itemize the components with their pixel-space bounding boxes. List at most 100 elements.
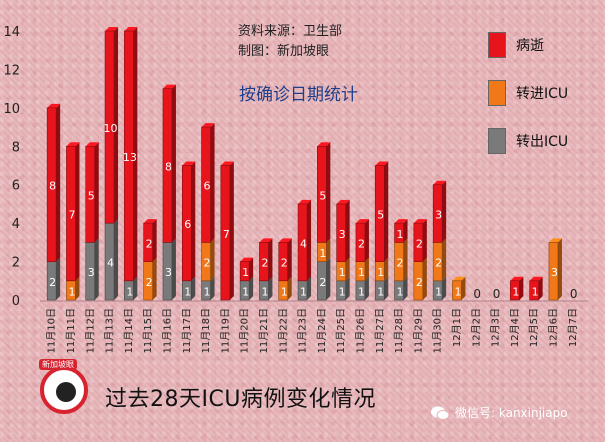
bar-value-label: 0	[570, 287, 578, 301]
bar-side-face	[191, 276, 196, 300]
x-tick-label: 11月29日	[412, 308, 424, 353]
bar-top-face	[548, 238, 562, 243]
bar-value-label: 1	[242, 266, 249, 279]
bar-value-label: 2	[281, 257, 288, 270]
bar-side-face	[249, 257, 254, 281]
y-tick-label: 4	[12, 217, 20, 232]
y-tick-label: 2	[12, 256, 20, 271]
wechat-label: 微信号: kanxinjiapo	[455, 406, 568, 420]
bar-segment	[143, 222, 153, 262]
x-tick-label: 11月13日	[104, 308, 116, 353]
bar-value-label: 1	[184, 285, 191, 298]
bar-value-label: 2	[416, 276, 423, 289]
x-tick-label: 11月16日	[161, 308, 173, 353]
bar-value-label: 1	[339, 266, 346, 279]
bar-side-face	[249, 276, 254, 300]
bar-segment	[85, 145, 96, 243]
bar-top-face	[452, 276, 466, 281]
y-tick-label: 12	[3, 63, 20, 78]
bar-value-label: 10	[104, 122, 118, 135]
bar-value-label: 2	[435, 257, 442, 270]
bar-side-face	[171, 84, 176, 243]
logo-text: 新加坡眼	[39, 359, 77, 370]
bar-segment	[278, 242, 289, 282]
x-tick-label: 11月20日	[239, 308, 251, 353]
bar-value-label: 1	[319, 247, 326, 260]
legend-label-icu-in: 转进ICU	[516, 86, 569, 102]
bar-side-face	[364, 257, 369, 281]
bar-top-face	[278, 238, 292, 243]
bar-value-label: 1	[532, 285, 539, 298]
bar-value-label: 5	[319, 189, 326, 202]
bar-side-face	[384, 276, 389, 300]
chart-legend: 病逝 转进ICU 转出ICU	[478, 18, 598, 178]
x-tick-label: 11月15日	[142, 308, 154, 353]
y-tick-label: 8	[12, 140, 20, 155]
bar-value-label: 1	[397, 228, 404, 241]
bar-value-label: 1	[512, 285, 519, 298]
bar-value-label: 1	[397, 285, 404, 298]
y-tick-label: 14	[3, 25, 20, 40]
x-tick-label: 11月11日	[65, 308, 77, 353]
bar-value-label: 6	[184, 218, 191, 231]
x-tick-label: 11月28日	[393, 308, 405, 353]
bar-top-face	[182, 161, 196, 166]
bar-side-face	[364, 276, 369, 300]
bar-segment	[220, 165, 231, 301]
bar-side-face	[210, 123, 215, 243]
x-tick-label: 12月4日	[509, 308, 521, 347]
bar-value-label: 2	[146, 276, 153, 289]
bar-side-face	[229, 161, 234, 300]
bar-top-face	[298, 199, 312, 204]
bar-side-face	[94, 238, 99, 300]
bar-value-label: 2	[319, 276, 326, 289]
bar-side-face	[345, 199, 350, 262]
bar-side-face	[422, 257, 427, 300]
x-tick-label: 11月10日	[46, 308, 58, 353]
bar-segment	[317, 145, 327, 243]
bar-top-face	[336, 199, 350, 204]
bar-top-face	[317, 142, 331, 147]
bar-side-face	[326, 257, 331, 300]
bar-value-label: 1	[339, 285, 346, 298]
bar-value-label: 7	[68, 209, 75, 222]
x-tick-label: 12月7日	[567, 308, 579, 347]
bar-top-face	[529, 276, 543, 281]
bar-value-label: 8	[165, 161, 172, 174]
bar-side-face	[94, 142, 99, 243]
bar-segment	[201, 126, 211, 243]
bar-side-face	[114, 27, 119, 224]
bar-segment	[259, 242, 269, 282]
bar-segment	[548, 242, 559, 301]
x-tick-label: 11月30日	[432, 308, 444, 353]
bar-top-face	[355, 219, 369, 224]
bar-value-label: 2	[261, 257, 268, 270]
bar-value-label: 2	[358, 237, 365, 250]
bar-segment	[297, 203, 308, 282]
bar-segment	[336, 203, 346, 262]
bar-top-face	[394, 219, 408, 224]
bar-value-label: 1	[126, 285, 133, 298]
bar-side-face	[133, 27, 138, 281]
x-tick-label: 12月6日	[547, 308, 559, 347]
bar-side-face	[384, 161, 389, 262]
bar-side-face	[133, 276, 138, 300]
bar-top-face	[124, 27, 138, 31]
bar-segment	[104, 30, 115, 224]
bar-value-label: 2	[204, 257, 211, 270]
bar-segment	[181, 165, 192, 282]
legend-item-deaths: 病逝	[488, 32, 544, 58]
bar-value-label: 5	[88, 189, 95, 202]
source-line: 资料来源：卫生部	[238, 24, 343, 39]
bar-segment	[355, 222, 366, 262]
bar-side-face	[364, 219, 369, 262]
bar-value-label: 1	[358, 285, 365, 298]
bar-top-face	[201, 123, 215, 128]
bar-side-face	[326, 238, 331, 262]
chart-subtitle: 按确诊日期统计	[239, 85, 358, 105]
bar-top-face	[105, 27, 119, 31]
x-tick-label: 11月21日	[258, 308, 270, 353]
bar-value-label: 0	[473, 287, 481, 301]
bar-side-face	[326, 142, 331, 243]
bar-side-face	[442, 180, 447, 243]
